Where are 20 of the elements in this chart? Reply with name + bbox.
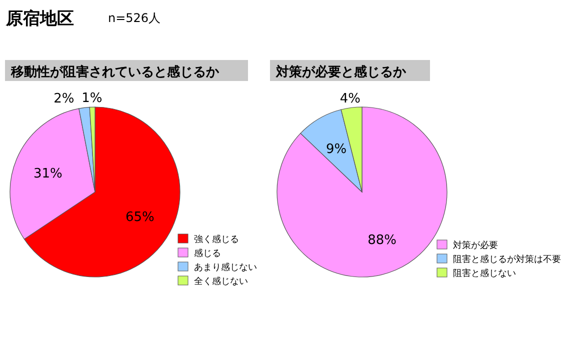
legend-label: 阻害と感じるが対策は不要 [453,254,561,265]
pie-slice [276,106,448,278]
legend-label: 感じる [194,248,221,259]
data-label: 9% [326,142,347,157]
data-label: 65% [126,210,154,226]
legend-label: 強く感じる [194,234,239,245]
pie-slice [300,109,362,192]
legend-label: 阻害と感じない [453,268,516,279]
data-label: 31% [34,166,62,182]
legend-label: あまり感じない [194,262,257,273]
legend-label: 対策が必要 [453,240,498,251]
legend-label: 全く感じない [194,276,248,287]
chart-title: 移動性が阻害されていると感じるか [10,64,220,80]
data-label: 2% [54,92,74,107]
data-label: 88% [368,232,397,248]
text: 原宿地区 [5,9,74,29]
text: n=526人 [108,11,161,25]
chart-title: 対策が必要と感じるか [275,64,407,80]
data-label: 1% [82,90,102,106]
data-label: 4% [340,92,360,107]
